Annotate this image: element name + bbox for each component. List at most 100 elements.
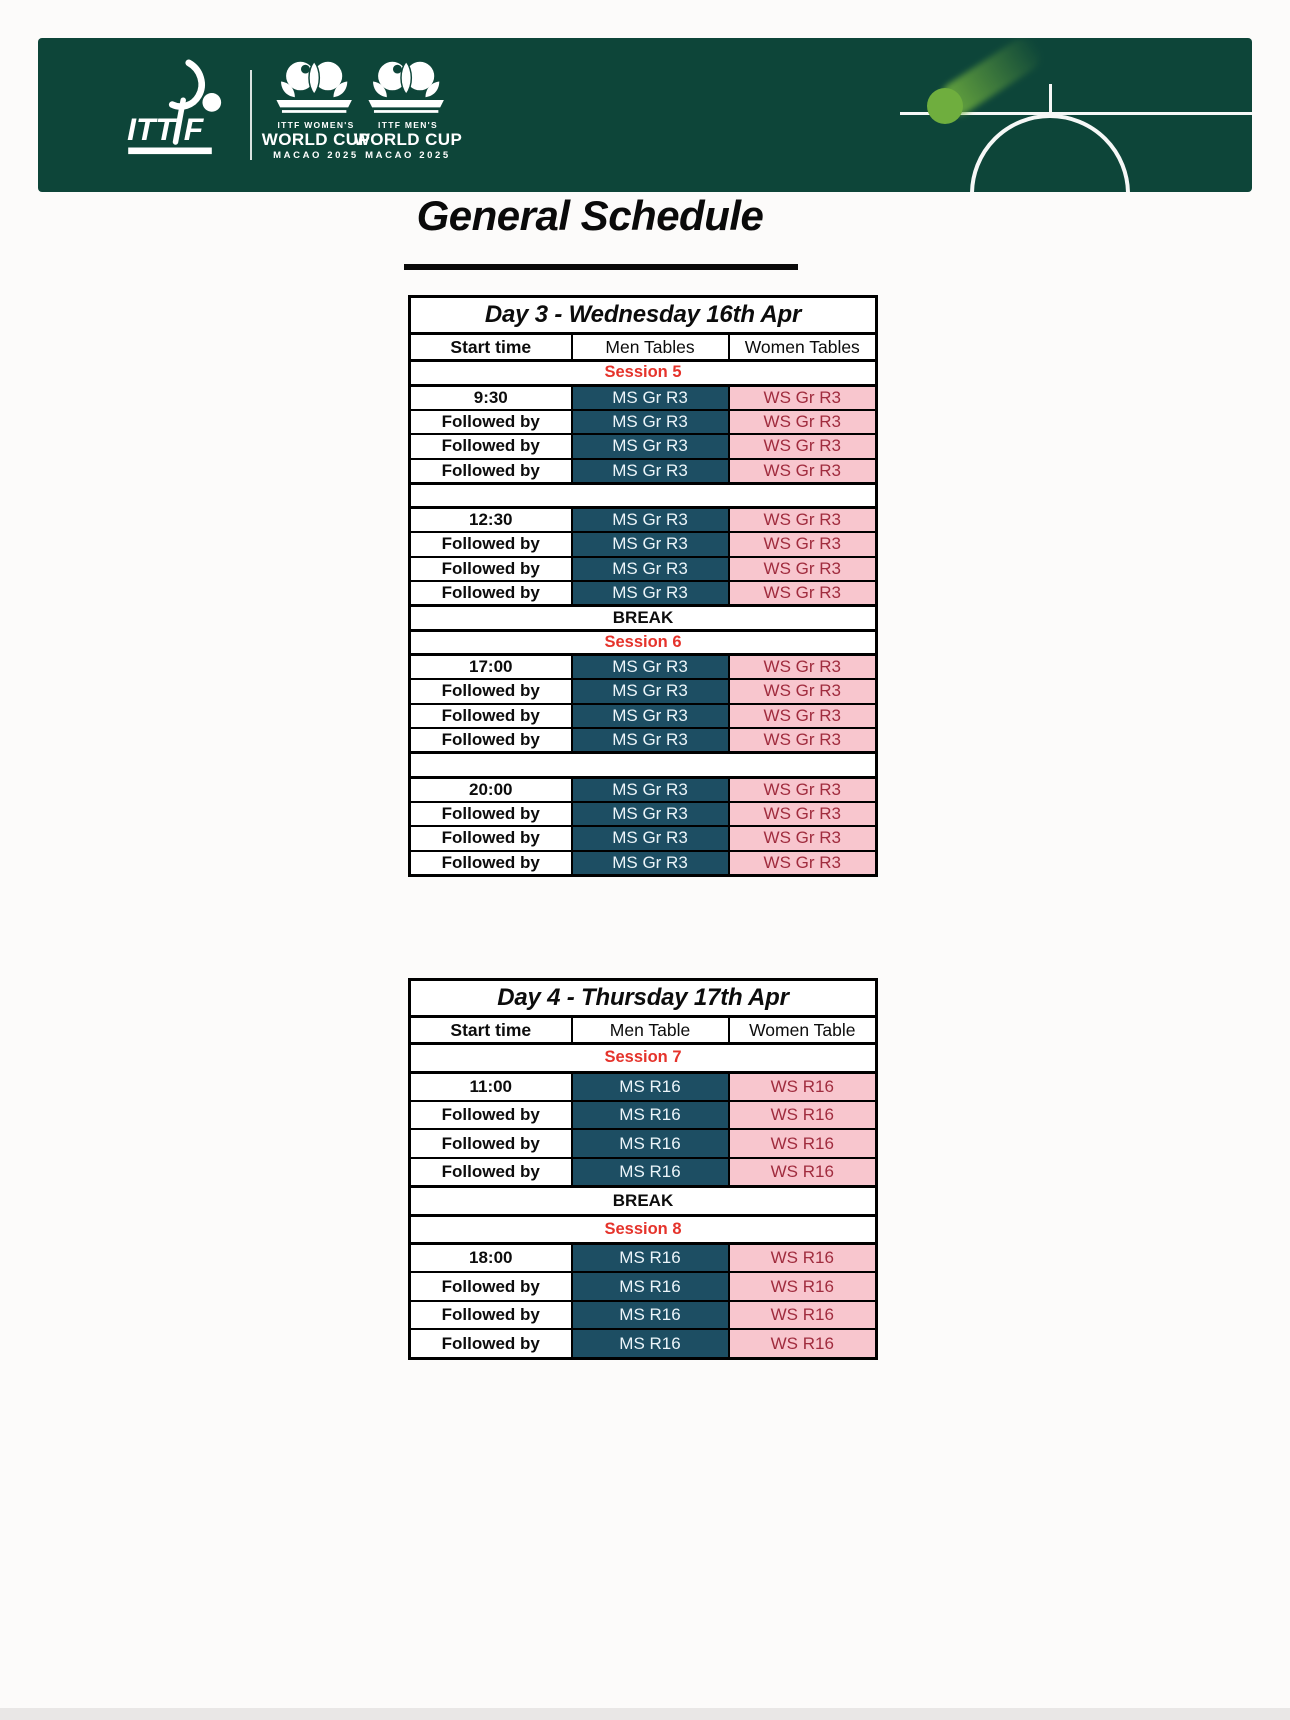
event-location: MACAO 2025 bbox=[273, 150, 359, 161]
break-row: BREAK bbox=[408, 604, 878, 632]
women-table-cell: WS R16 bbox=[727, 1328, 878, 1360]
women-table-cell: WS Gr R3 bbox=[727, 408, 878, 435]
start-time-cell: Followed by bbox=[408, 1099, 573, 1131]
start-time-cell: Followed by bbox=[408, 408, 573, 435]
start-time-cell: Followed by bbox=[408, 1299, 573, 1331]
men-table-cell: MS Gr R3 bbox=[570, 531, 730, 558]
women-table-cell: WS Gr R3 bbox=[727, 506, 878, 533]
start-time-cell: Followed by bbox=[408, 433, 573, 460]
men-table-cell: MS Gr R3 bbox=[570, 702, 730, 729]
match-row: Followed by MS Gr R3 WS Gr R3 bbox=[408, 849, 878, 876]
women-table-cell: WS Gr R3 bbox=[727, 776, 878, 803]
match-row: Followed by MS Gr R3 WS Gr R3 bbox=[408, 408, 878, 435]
men-table-cell: MS R16 bbox=[570, 1299, 730, 1331]
match-row: 20:00 MS Gr R3 WS Gr R3 bbox=[408, 776, 878, 803]
start-time-cell: Followed by bbox=[408, 678, 573, 705]
women-table-cell: WS R16 bbox=[727, 1299, 878, 1331]
men-table-cell: MS R16 bbox=[570, 1271, 730, 1302]
men-table-cell: MS R16 bbox=[570, 1128, 730, 1159]
break-row: BREAK bbox=[408, 1184, 878, 1217]
start-time-cell: 20:00 bbox=[408, 776, 573, 803]
start-time-cell: Followed by bbox=[408, 555, 573, 582]
match-row: Followed by MS R16 WS R16 bbox=[408, 1156, 878, 1188]
ittf-logo-icon: ITT F bbox=[127, 59, 222, 155]
women-table-cell: WS R16 bbox=[727, 1242, 878, 1274]
title-underline bbox=[404, 264, 798, 270]
table-title-row: Day 4 - Thursday 17th Apr bbox=[408, 978, 878, 1018]
men-table-cell: MS Gr R3 bbox=[570, 849, 730, 876]
table-title-row: Day 3 - Wednesday 16th Apr bbox=[408, 295, 878, 335]
men-table-cell: MS R16 bbox=[570, 1099, 730, 1131]
session-label: Session 6 bbox=[408, 628, 878, 656]
women-table-cell: WS Gr R3 bbox=[727, 727, 878, 754]
match-row: Followed by MS R16 WS R16 bbox=[408, 1128, 878, 1159]
men-table-cell: MS Gr R3 bbox=[570, 825, 730, 852]
event-title: WORLD CUP bbox=[261, 130, 371, 149]
table-title: Day 3 - Wednesday 16th Apr bbox=[408, 295, 878, 335]
start-time-cell: Followed by bbox=[408, 702, 573, 729]
start-time-cell: 9:30 bbox=[408, 384, 573, 411]
men-table-cell: MS R16 bbox=[570, 1328, 730, 1360]
session-row: Session 5 bbox=[408, 359, 878, 387]
women-table-cell: WS Gr R3 bbox=[727, 849, 878, 876]
women-table-cell: WS Gr R3 bbox=[727, 678, 878, 705]
start-time-cell: 18:00 bbox=[408, 1242, 573, 1274]
women-table-cell: WS R16 bbox=[727, 1099, 878, 1131]
start-time-cell: Followed by bbox=[408, 727, 573, 754]
session-row: Session 6 bbox=[408, 628, 878, 656]
table-header-row: Start time Men Table Women Table bbox=[408, 1015, 878, 1045]
match-row: Followed by MS Gr R3 WS Gr R3 bbox=[408, 580, 878, 607]
spacer-row bbox=[408, 481, 878, 509]
match-row: Followed by MS Gr R3 WS Gr R3 bbox=[408, 800, 878, 827]
start-time-cell: Followed by bbox=[408, 849, 573, 876]
match-row: 11:00 MS R16 WS R16 bbox=[408, 1071, 878, 1102]
men-table-cell: MS Gr R3 bbox=[570, 678, 730, 705]
event-title: WORLD CUP bbox=[353, 130, 463, 149]
table-net-line bbox=[1049, 84, 1052, 115]
page-title: General Schedule bbox=[416, 192, 764, 239]
green-ball-icon bbox=[927, 88, 963, 124]
start-time-cell: Followed by bbox=[408, 457, 573, 484]
men-table-cell: MS Gr R3 bbox=[570, 408, 730, 435]
match-row: Followed by MS Gr R3 WS Gr R3 bbox=[408, 702, 878, 729]
match-row: Followed by MS R16 WS R16 bbox=[408, 1099, 878, 1131]
match-row: Followed by MS Gr R3 WS Gr R3 bbox=[408, 825, 878, 852]
women-table-cell: WS R16 bbox=[727, 1071, 878, 1102]
spacer-cell bbox=[408, 751, 878, 779]
match-row: Followed by MS R16 WS R16 bbox=[408, 1271, 878, 1302]
ittf-wordmark: ITT F bbox=[127, 111, 205, 147]
ball-outline-icon bbox=[970, 114, 1130, 192]
men-table-cell: MS Gr R3 bbox=[570, 776, 730, 803]
spacer-row bbox=[408, 751, 878, 779]
start-time-cell: Followed by bbox=[408, 825, 573, 852]
session-label: Session 8 bbox=[408, 1213, 878, 1246]
match-row: 18:00 MS R16 WS R16 bbox=[408, 1242, 878, 1274]
match-row: Followed by MS Gr R3 WS Gr R3 bbox=[408, 457, 878, 484]
men-table-cell: MS Gr R3 bbox=[570, 727, 730, 754]
start-time-cell: 11:00 bbox=[408, 1071, 573, 1102]
match-row: Followed by MS R16 WS R16 bbox=[408, 1299, 878, 1331]
table-title: Day 4 - Thursday 17th Apr bbox=[408, 978, 878, 1018]
match-row: 17:00 MS Gr R3 WS Gr R3 bbox=[408, 653, 878, 680]
men-table-cell: MS Gr R3 bbox=[570, 580, 730, 607]
match-row: Followed by MS Gr R3 WS Gr R3 bbox=[408, 678, 878, 705]
banner-divider bbox=[250, 70, 252, 160]
day3-schedule-table: Day 3 - Wednesday 16th Apr Start time Men … bbox=[408, 295, 879, 877]
womens-world-cup-logo: ITTF WOMEN'S WORLD CUP MACAO 2025 bbox=[252, 58, 380, 162]
spacer-cell bbox=[408, 481, 878, 509]
women-table-cell: WS Gr R3 bbox=[727, 531, 878, 558]
men-table-cell: MS R16 bbox=[570, 1071, 730, 1102]
session-label: Session 5 bbox=[408, 359, 878, 387]
men-table-cell: MS Gr R3 bbox=[570, 384, 730, 411]
women-table-cell: WS Gr R3 bbox=[727, 457, 878, 484]
start-time-cell: 17:00 bbox=[408, 653, 573, 680]
column-header-women: Women Tables bbox=[727, 332, 878, 362]
match-row: 12:30 MS Gr R3 WS Gr R3 bbox=[408, 506, 878, 533]
world-cup-balls-icon bbox=[276, 60, 352, 113]
table-header-row: Start time Men Tables Women Tables bbox=[408, 332, 878, 362]
women-table-cell: WS Gr R3 bbox=[727, 653, 878, 680]
start-time-cell: Followed by bbox=[408, 580, 573, 607]
day4-schedule-table: Day 4 - Thursday 17th Apr Start time Men T… bbox=[408, 978, 879, 1360]
break-label: BREAK bbox=[408, 1184, 878, 1217]
event-name: ITTF MEN'S bbox=[378, 120, 438, 130]
